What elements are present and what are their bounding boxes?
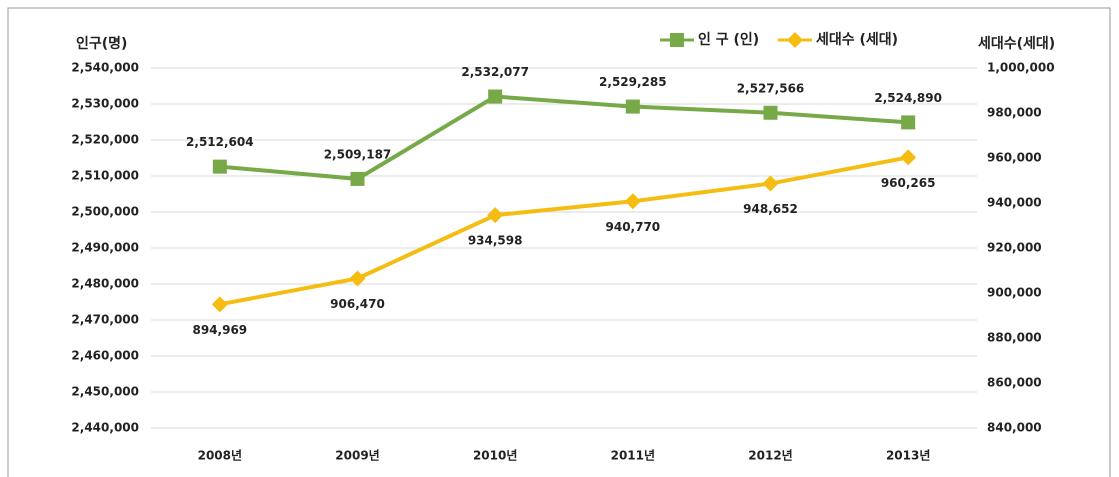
y-tick-label: 2,460,000	[71, 349, 139, 363]
data-label: 934,598	[468, 234, 523, 248]
y2-tick-label: 980,000	[987, 106, 1042, 120]
y-tick-label: 2,520,000	[71, 133, 139, 147]
y2-tick-label: 960,000	[987, 151, 1042, 165]
series-line	[219, 155, 909, 307]
data-label: 2,509,187	[324, 147, 392, 161]
marker	[488, 89, 503, 104]
marker	[670, 33, 684, 47]
x-tick-label: 2013년	[886, 449, 930, 463]
y-tick-label: 2,450,000	[71, 385, 139, 399]
marker	[212, 159, 227, 174]
y-axis-title: 인구(명)	[76, 35, 127, 52]
marker	[487, 207, 504, 224]
data-label: 2,532,077	[461, 65, 529, 79]
data-label: 940,770	[606, 220, 661, 234]
marker	[900, 149, 917, 166]
y-tick-label: 2,540,000	[71, 61, 139, 75]
y-tick-label: 2,470,000	[71, 313, 139, 327]
y2-tick-label: 1,000,000	[987, 61, 1055, 75]
marker	[211, 296, 228, 313]
data-label: 960,265	[881, 176, 936, 190]
marker	[787, 32, 803, 48]
x-tick-label: 2012년	[748, 449, 792, 463]
y-tick-label: 2,530,000	[71, 97, 139, 111]
marker	[625, 99, 640, 114]
data-label: 2,529,285	[599, 75, 667, 89]
data-label: 2,527,566	[737, 81, 805, 95]
data-label: 906,470	[330, 297, 385, 311]
y-tick-label: 2,510,000	[71, 169, 139, 183]
x-tick-label: 2010년	[473, 449, 517, 463]
frame	[7, 7, 1111, 477]
legend-label: 세대수 (세대)	[816, 32, 898, 48]
y2-tick-label: 900,000	[987, 286, 1042, 300]
y2-tick-label: 840,000	[987, 421, 1042, 435]
x-tick-label: 2011년	[611, 449, 655, 463]
y-tick-label: 2,490,000	[71, 241, 139, 255]
y-tick-label: 2,480,000	[71, 277, 139, 291]
data-label: 948,652	[743, 202, 798, 216]
marker	[350, 171, 365, 186]
y2-tick-label: 880,000	[987, 331, 1042, 345]
series-line	[219, 94, 909, 181]
y2-tick-label: 860,000	[987, 376, 1042, 390]
x-tick-label: 2008년	[198, 449, 242, 463]
marker	[763, 105, 778, 120]
data-label: 2,512,604	[186, 135, 254, 149]
y2-tick-label: 920,000	[987, 241, 1042, 255]
y-tick-label: 2,500,000	[71, 205, 139, 219]
marker	[762, 175, 779, 192]
y-tick-label: 2,440,000	[71, 421, 139, 435]
marker	[349, 270, 366, 287]
legend-label: 인 구 (인)	[698, 31, 759, 48]
x-tick-label: 2009년	[335, 449, 379, 463]
marker	[624, 193, 641, 210]
marker	[901, 115, 916, 130]
data-label: 894,969	[193, 323, 248, 337]
y2-axis-title: 세대수(세대)	[978, 36, 1055, 52]
data-label: 2,524,890	[874, 91, 942, 105]
y2-tick-label: 940,000	[987, 196, 1042, 210]
